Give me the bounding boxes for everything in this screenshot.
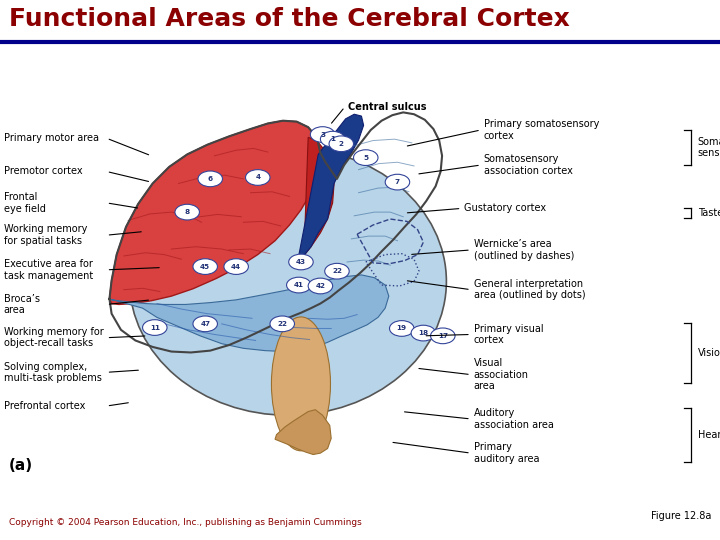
- Polygon shape: [109, 121, 320, 305]
- Polygon shape: [295, 114, 364, 267]
- Polygon shape: [109, 275, 389, 352]
- Polygon shape: [295, 137, 334, 267]
- Text: Somatic
sensation: Somatic sensation: [698, 137, 720, 158]
- Text: Premotor cortex: Premotor cortex: [4, 166, 82, 177]
- Text: 1: 1: [330, 136, 335, 142]
- Text: Figure 12.8a: Figure 12.8a: [651, 511, 711, 521]
- Circle shape: [198, 171, 222, 187]
- Circle shape: [143, 320, 167, 335]
- Text: General interpretation
area (outlined by dots): General interpretation area (outlined by…: [474, 279, 585, 300]
- Text: 5: 5: [363, 154, 369, 160]
- Text: Somatosensory
association cortex: Somatosensory association cortex: [484, 154, 572, 176]
- Circle shape: [329, 136, 354, 152]
- Circle shape: [224, 259, 248, 274]
- Circle shape: [354, 150, 378, 165]
- Circle shape: [308, 278, 333, 294]
- Text: 22: 22: [332, 268, 342, 274]
- Text: 4: 4: [256, 174, 260, 180]
- Text: 44: 44: [231, 264, 241, 269]
- Text: Primary somatosensory
cortex: Primary somatosensory cortex: [484, 119, 599, 141]
- Text: Primary visual
cortex: Primary visual cortex: [474, 323, 544, 345]
- Text: 17: 17: [438, 333, 448, 339]
- Circle shape: [193, 316, 217, 332]
- Text: 3: 3: [320, 132, 325, 138]
- Text: Broca’s
area: Broca’s area: [4, 294, 40, 315]
- Text: Primary motor area: Primary motor area: [4, 133, 99, 143]
- Circle shape: [411, 325, 436, 341]
- Circle shape: [246, 170, 270, 185]
- Text: 6: 6: [207, 176, 213, 182]
- Circle shape: [390, 321, 414, 336]
- Text: Prefrontal cortex: Prefrontal cortex: [4, 401, 85, 411]
- Circle shape: [310, 127, 335, 143]
- Text: Vision: Vision: [698, 348, 720, 358]
- Text: 2: 2: [339, 141, 343, 147]
- Text: Frontal
eye field: Frontal eye field: [4, 192, 45, 214]
- Text: 7: 7: [395, 179, 400, 185]
- Text: Executive area for
task management: Executive area for task management: [4, 259, 93, 281]
- Text: 41: 41: [294, 282, 304, 288]
- Text: 42: 42: [315, 283, 325, 289]
- Text: Primary
auditory area: Primary auditory area: [474, 442, 539, 464]
- Text: Visual
association
area: Visual association area: [474, 358, 528, 392]
- Ellipse shape: [271, 317, 330, 451]
- Text: 18: 18: [418, 330, 428, 336]
- Text: 11: 11: [150, 325, 160, 330]
- Text: Solving complex,
multi-task problems: Solving complex, multi-task problems: [4, 361, 102, 383]
- Text: 19: 19: [397, 326, 407, 332]
- Text: 8: 8: [184, 209, 190, 215]
- Text: Working memory for
object-recall tasks: Working memory for object-recall tasks: [4, 327, 104, 348]
- Text: (a): (a): [9, 458, 33, 472]
- Circle shape: [287, 277, 311, 293]
- Text: Auditory
association area: Auditory association area: [474, 408, 554, 430]
- Polygon shape: [275, 410, 331, 455]
- Circle shape: [320, 131, 345, 147]
- Text: 47: 47: [200, 321, 210, 327]
- Text: Working memory
for spatial tasks: Working memory for spatial tasks: [4, 225, 87, 246]
- Ellipse shape: [130, 147, 446, 415]
- Text: 45: 45: [200, 264, 210, 269]
- Circle shape: [193, 259, 217, 274]
- Text: Taste: Taste: [698, 208, 720, 218]
- Text: Wernicke’s area
(outlined by dashes): Wernicke’s area (outlined by dashes): [474, 239, 574, 261]
- Circle shape: [289, 254, 313, 270]
- Text: Copyright © 2004 Pearson Education, Inc., publishing as Benjamin Cummings: Copyright © 2004 Pearson Education, Inc.…: [9, 518, 361, 527]
- Text: Hearing: Hearing: [698, 430, 720, 440]
- Circle shape: [325, 264, 349, 279]
- Circle shape: [431, 328, 455, 343]
- Circle shape: [270, 316, 294, 332]
- Text: 22: 22: [277, 321, 287, 327]
- Text: 43: 43: [296, 259, 306, 265]
- Text: Gustatory cortex: Gustatory cortex: [464, 204, 546, 213]
- Circle shape: [385, 174, 410, 190]
- Text: Central sulcus: Central sulcus: [348, 102, 426, 112]
- Text: Functional Areas of the Cerebral Cortex: Functional Areas of the Cerebral Cortex: [9, 7, 570, 31]
- Circle shape: [175, 204, 199, 220]
